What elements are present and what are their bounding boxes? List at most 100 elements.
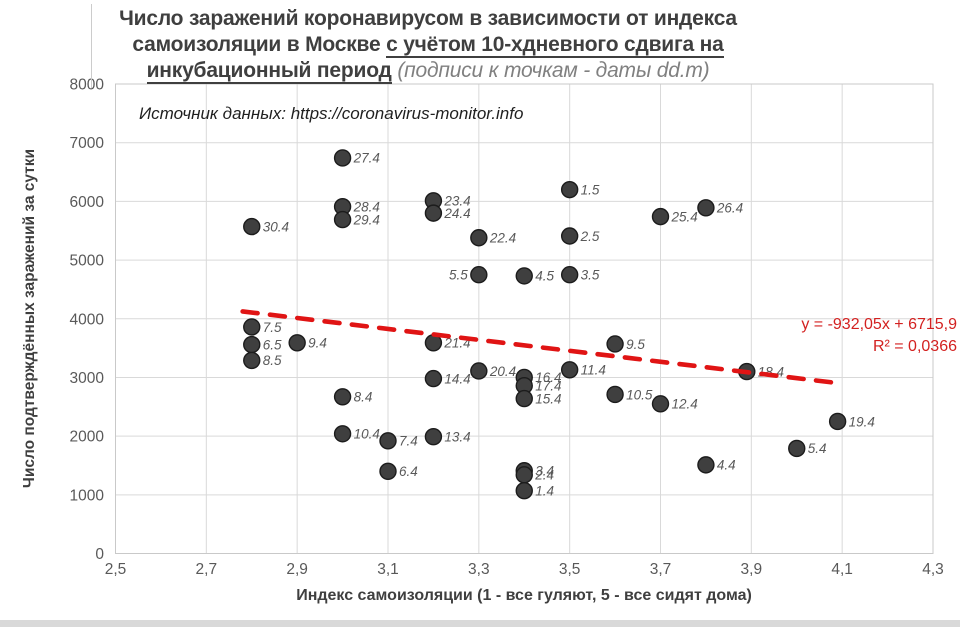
data-point (606, 335, 624, 353)
point-label: 4.5 (535, 269, 554, 284)
data-point (697, 456, 715, 474)
point-label: 10.4 (354, 427, 380, 442)
point-label: 8.5 (263, 353, 282, 368)
point-label: 6.5 (263, 337, 282, 352)
data-point (697, 199, 715, 217)
x-tick-label: 2,5 (105, 561, 127, 578)
trendline-equation: y = -932,05x + 6715,9 R² = 0,0366 (801, 314, 957, 358)
y-tick-label: 8000 (70, 77, 105, 94)
point-label: 10.5 (626, 387, 653, 402)
x-tick-label: 2,7 (196, 561, 218, 578)
trendline-equation-formula: y = -932,05x + 6715,9 (801, 316, 957, 333)
point-label: 6.4 (399, 464, 418, 479)
data-point (333, 210, 352, 229)
point-label: 2.5 (580, 229, 600, 244)
x-tick-label: 3,9 (741, 561, 763, 578)
data-point (424, 428, 443, 446)
data-point (379, 462, 397, 481)
y-tick-label: 5000 (70, 253, 105, 270)
point-label: 8.4 (354, 390, 373, 405)
data-point (379, 432, 397, 450)
data-point (243, 335, 261, 354)
point-label: 1.4 (535, 484, 554, 499)
chart-title-underlined-part1: с учётом 10-хдневного сдвига на (386, 33, 724, 58)
point-label: 5.4 (808, 441, 827, 456)
chart-title: Число заражений коронавирусом в зависимо… (40, 6, 816, 84)
point-label: 4.4 (717, 458, 736, 473)
x-tick-label: 4,3 (922, 561, 944, 578)
point-label: 22.4 (489, 231, 516, 246)
chart-title-text2: самоизоляции в Москве (132, 33, 387, 56)
point-label: 15.4 (535, 391, 561, 406)
y-axis-title: Число подтверждённых заражений за сутки (21, 148, 38, 489)
trendline-equation-r2: R² = 0,0366 (872, 338, 957, 355)
source-note: Источник данных: https://coronavirus-mon… (139, 104, 524, 123)
x-axis-title: Индекс самоизоляции (1 - все гуляют, 5 -… (296, 587, 752, 604)
data-point (243, 318, 261, 336)
x-tick-label: 4,1 (831, 561, 853, 578)
y-tick-label: 4000 (70, 311, 105, 328)
point-label: 1.5 (581, 182, 600, 197)
y-tick-label: 6000 (70, 194, 105, 211)
data-point (424, 204, 443, 222)
data-point (424, 369, 443, 388)
point-label: 16.4 (535, 370, 561, 385)
point-label: 30.4 (263, 219, 289, 234)
x-tick-label: 2,9 (286, 561, 308, 578)
data-point (651, 207, 670, 226)
trendline (240, 309, 846, 387)
point-label: 11.4 (581, 363, 606, 378)
data-point (243, 351, 261, 370)
x-tick-label: 3,5 (559, 561, 581, 578)
data-point (788, 439, 806, 458)
chart-title-line3: инкубационный период (подписи к точкам -… (40, 58, 816, 84)
point-label: 17.4 (535, 378, 561, 393)
data-point (333, 425, 352, 443)
point-label: 9.5 (626, 337, 645, 352)
point-label: 5.5 (449, 268, 468, 283)
point-label: 20.4 (489, 364, 516, 379)
point-label: 24.4 (443, 206, 470, 221)
y-tick-label: 2000 (70, 429, 105, 446)
data-point (243, 217, 261, 236)
point-label: 29.4 (353, 212, 380, 227)
plot-border (115, 83, 934, 554)
point-label: 7.5 (263, 320, 282, 335)
data-point (515, 466, 533, 484)
data-point (470, 266, 488, 284)
data-point (560, 266, 579, 284)
data-point (470, 229, 488, 247)
data-point (333, 388, 352, 406)
point-label: 14.4 (444, 371, 470, 386)
data-point (651, 395, 670, 413)
point-label: 13.4 (444, 430, 470, 445)
x-tick-label: 3,3 (468, 561, 490, 578)
data-point (288, 334, 306, 352)
data-point (560, 361, 579, 379)
point-label: 23.4 (443, 194, 470, 209)
point-label: 25.4 (671, 209, 698, 224)
x-tick-label: 3,7 (650, 561, 672, 578)
point-label: 26.4 (716, 201, 743, 216)
data-point (828, 412, 847, 431)
chart-title-line2: самоизоляции в Москве с учётом 10-хдневн… (40, 32, 816, 58)
data-point (606, 385, 624, 404)
data-point (470, 362, 488, 380)
point-label: 28.4 (353, 199, 380, 214)
point-label: 3.4 (535, 464, 554, 479)
data-point (560, 180, 579, 199)
data-point (515, 389, 533, 408)
data-point (333, 149, 352, 167)
point-label: 19.4 (849, 414, 875, 429)
chart-title-underlined-part2: инкубационный период (146, 59, 392, 84)
chart-title-note: (подписи к точкам - даты dd.m) (391, 59, 710, 82)
point-label: 7.4 (399, 434, 418, 449)
point-label: 3.5 (581, 268, 600, 283)
y-tick-label: 3000 (70, 370, 105, 387)
x-tick-label: 3,1 (377, 561, 399, 578)
point-label: 2.4 (534, 468, 554, 483)
y-tick-label: 1000 (70, 487, 105, 504)
data-point (515, 267, 533, 285)
